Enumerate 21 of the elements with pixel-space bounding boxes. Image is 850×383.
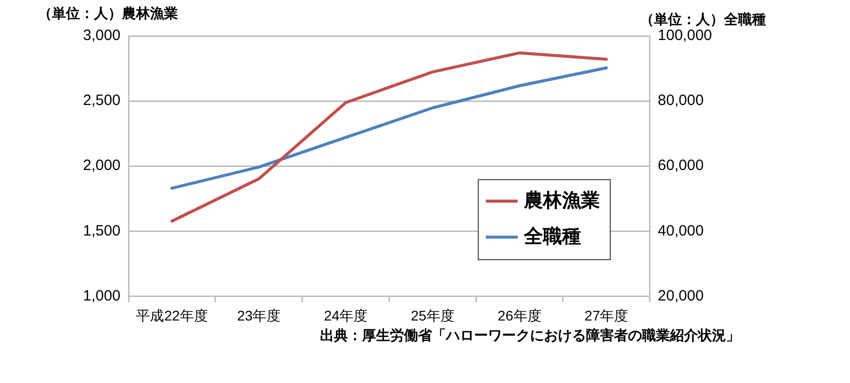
y-tick-label: 2,000 (82, 157, 121, 174)
legend-label: 農林漁業 (522, 189, 600, 212)
y2-axis-title: （単位：人）全職種 (640, 11, 766, 27)
y2-tick-label: 40,000 (658, 222, 704, 240)
y-tick-label: 2,500 (82, 92, 121, 110)
y-axis-title: （単位：人）農林漁業 (38, 5, 178, 21)
legend-label: 全職種 (522, 225, 581, 248)
y2-tick-label: 100,000 (658, 27, 712, 44)
x-tick-label: 25年度 (410, 307, 454, 324)
y2-tick-label: 80,000 (658, 92, 704, 110)
x-tick-label: 24年度 (324, 307, 368, 324)
y-tick-label: 1,000 (82, 287, 121, 304)
source-note: 出典：厚生労働省「ハローワークにおける障害者の職業紹介状況」 (320, 327, 740, 343)
y2-tick-label: 60,000 (658, 157, 704, 174)
y2-tick-label: 20,000 (658, 287, 704, 304)
x-tick-label: 27年度 (584, 307, 628, 324)
x-tick-label: 26年度 (498, 307, 542, 324)
x-tick-label: 23年度 (237, 307, 281, 324)
y-tick-label: 3,000 (82, 27, 121, 44)
y-tick-label: 1,500 (82, 222, 121, 240)
x-tick-label: 平成22年度 (136, 307, 208, 324)
